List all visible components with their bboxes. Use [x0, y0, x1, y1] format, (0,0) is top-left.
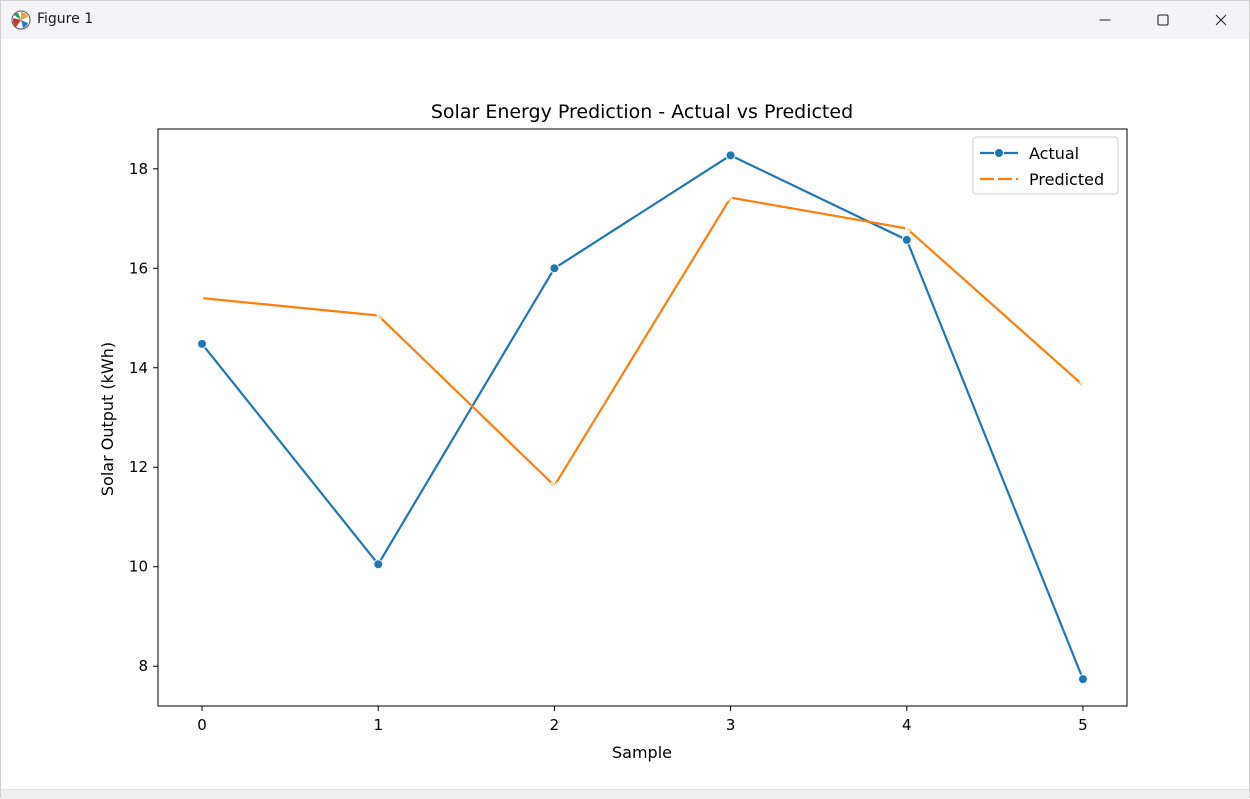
- minimize-button[interactable]: [1076, 1, 1134, 39]
- data-point-predicted[interactable]: [374, 311, 383, 320]
- data-point-actual[interactable]: [725, 150, 736, 161]
- series-line-predicted: [201, 196, 1084, 487]
- x-tick-label: 4: [902, 716, 912, 734]
- x-axis-label: Sample: [612, 743, 672, 762]
- maximize-icon: [1157, 14, 1169, 26]
- y-tick-label: 14: [129, 359, 148, 377]
- data-point-predicted[interactable]: [726, 193, 735, 202]
- chart-title: Solar Energy Prediction - Actual vs Pred…: [431, 101, 853, 123]
- data-point-actual[interactable]: [197, 338, 208, 349]
- status-bar: [1, 789, 1249, 799]
- line-chart[interactable]: Solar Energy Prediction - Actual vs Pred…: [1, 39, 1249, 789]
- legend-label-actual: Actual: [1029, 144, 1079, 163]
- y-tick-label: 8: [138, 657, 148, 675]
- legend-label-predicted: Predicted: [1029, 170, 1104, 189]
- series-line-actual: [201, 154, 1084, 680]
- maximize-button[interactable]: [1134, 1, 1192, 39]
- data-point-predicted[interactable]: [198, 294, 206, 303]
- legend-marker-actual: [994, 148, 1004, 158]
- y-tick-label: 18: [129, 160, 148, 178]
- data-point-predicted[interactable]: [550, 481, 559, 490]
- matplotlib-icon: [11, 10, 31, 30]
- plot-frame: [157, 128, 1128, 707]
- data-point-actual[interactable]: [373, 559, 384, 570]
- y-tick-label: 16: [129, 259, 148, 277]
- x-tick-label: 2: [550, 716, 560, 734]
- minimize-icon: [1099, 19, 1111, 21]
- x-tick-label: 3: [726, 716, 736, 734]
- data-point-actual[interactable]: [901, 234, 912, 245]
- y-tick-label: 10: [129, 558, 148, 576]
- y-axis-label: Solar Output (kWh): [98, 342, 117, 496]
- y-tick-label: 12: [129, 458, 148, 476]
- x-tick-label: 1: [373, 716, 383, 734]
- figure-canvas: Solar Energy Prediction - Actual vs Pred…: [1, 39, 1249, 789]
- legend: Actual Predicted: [972, 136, 1119, 195]
- data-point-predicted[interactable]: [902, 224, 911, 233]
- title-bar: Figure 1: [1, 1, 1249, 39]
- close-icon: [1215, 14, 1227, 26]
- x-tick-label: 0: [197, 716, 207, 734]
- close-button[interactable]: [1192, 1, 1250, 39]
- data-point-actual[interactable]: [1077, 674, 1088, 685]
- data-point-actual[interactable]: [549, 263, 560, 274]
- data-point-predicted[interactable]: [1079, 381, 1087, 390]
- x-tick-label: 5: [1078, 716, 1088, 734]
- window-title: Figure 1: [37, 11, 94, 27]
